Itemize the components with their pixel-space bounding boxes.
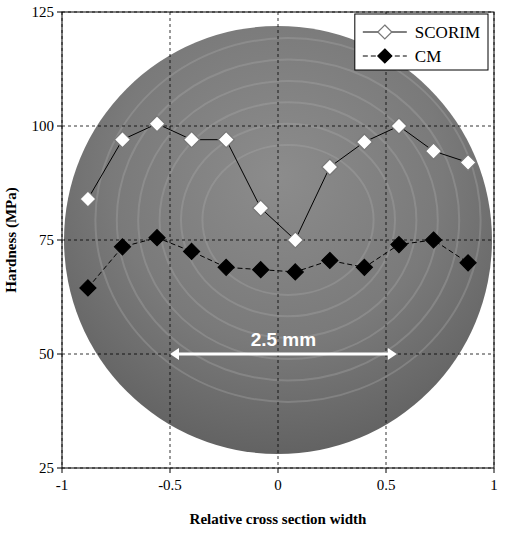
data-point bbox=[356, 134, 372, 150]
texture-ring bbox=[117, 60, 459, 381]
data-point bbox=[426, 232, 442, 248]
x-axis-title: Relative cross section width bbox=[190, 511, 367, 527]
legend-marker bbox=[378, 25, 392, 39]
y-tick-label: 50 bbox=[39, 346, 54, 362]
data-point bbox=[114, 132, 130, 148]
tick bbox=[278, 468, 279, 473]
y-axis-title: Hardness (MPa) bbox=[3, 187, 20, 292]
data-group bbox=[80, 116, 476, 296]
tick bbox=[170, 468, 171, 473]
grid-line bbox=[278, 12, 279, 468]
texture-ring bbox=[202, 145, 373, 295]
grid-line bbox=[170, 12, 171, 468]
grid-line bbox=[386, 12, 387, 468]
data-point bbox=[322, 159, 338, 175]
annotation-text: 2.5 mm bbox=[251, 329, 316, 350]
data-point bbox=[287, 232, 303, 248]
y-tick-label: 75 bbox=[39, 232, 54, 248]
data-point bbox=[184, 132, 200, 148]
tick bbox=[62, 468, 63, 473]
tick bbox=[57, 354, 62, 355]
data-point bbox=[253, 200, 269, 216]
y-tick-label: 25 bbox=[39, 460, 54, 476]
legend-box bbox=[355, 14, 488, 70]
data-point bbox=[218, 132, 234, 148]
x-tick-label: 1 bbox=[490, 477, 498, 493]
y-tick-label: 125 bbox=[32, 4, 55, 20]
data-point bbox=[426, 143, 442, 159]
tick bbox=[57, 468, 62, 469]
legend: SCORIM CM bbox=[355, 14, 488, 70]
data-point bbox=[80, 191, 96, 207]
y-tick-label: 100 bbox=[32, 118, 55, 134]
tick bbox=[494, 468, 495, 473]
data-point bbox=[149, 116, 165, 132]
series-line bbox=[88, 238, 468, 288]
x-tick-label: 0.5 bbox=[377, 477, 396, 493]
data-point bbox=[460, 255, 476, 271]
plot-frame bbox=[62, 12, 494, 468]
texture-ring bbox=[138, 81, 438, 359]
data-point bbox=[114, 239, 130, 255]
tick bbox=[57, 12, 62, 13]
texture-ring bbox=[160, 102, 417, 337]
tick bbox=[57, 240, 62, 241]
data-point bbox=[184, 243, 200, 259]
x-tick-label: -1 bbox=[56, 477, 69, 493]
data-point bbox=[149, 230, 165, 246]
data-point bbox=[356, 259, 372, 275]
texture-ring bbox=[181, 124, 395, 317]
legend-label: CM bbox=[415, 47, 441, 66]
data-point bbox=[460, 154, 476, 170]
data-point bbox=[80, 280, 96, 296]
data-point bbox=[287, 264, 303, 280]
grid-line bbox=[62, 354, 494, 355]
tick bbox=[57, 126, 62, 127]
texture-ring bbox=[95, 38, 480, 402]
data-point bbox=[218, 259, 234, 275]
data-point bbox=[322, 253, 338, 269]
series-line bbox=[88, 124, 468, 240]
data-point bbox=[391, 118, 407, 134]
legend-marker bbox=[378, 49, 392, 63]
legend-label: SCORIM bbox=[415, 23, 480, 42]
data-point bbox=[391, 237, 407, 253]
tick bbox=[386, 468, 387, 473]
x-tick-label: -0.5 bbox=[158, 477, 182, 493]
x-tick-label: 0 bbox=[274, 477, 282, 493]
chart: 25 50 75 100 125 -1 -0.5 0 0.5 1 Relative cross se… bbox=[0, 0, 508, 541]
data-point bbox=[253, 262, 269, 278]
